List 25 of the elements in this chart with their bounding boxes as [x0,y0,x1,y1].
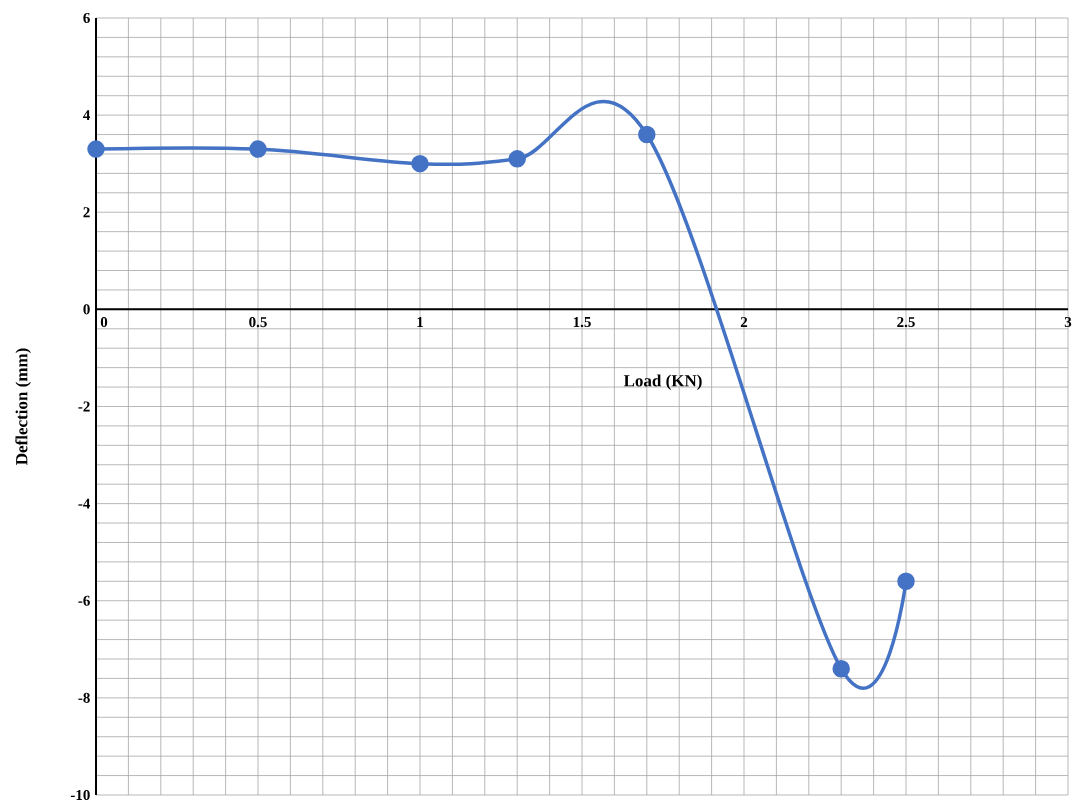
y-tick-label: -2 [78,401,90,412]
x-axis-title: Load (KN) [623,374,702,390]
y-tick-label: -4 [78,498,91,509]
y-tick-label: 6 [83,12,90,24]
x-tick-label: 2.5 [897,317,915,328]
point [508,150,526,168]
x-tick-label: 1 [417,317,423,327]
y-axis-title: Deflection (mm) [15,348,31,465]
y-tick-label: -6 [78,595,90,606]
x-tick-label: 1.5 [573,317,591,328]
point [832,659,850,678]
y-tick-label: -8 [78,692,90,703]
x-tick-label: 3 [1064,317,1072,328]
point [897,572,915,591]
x-tick-label: 2 [740,317,748,327]
point [638,125,656,144]
y-tick-label: 2 [83,207,90,218]
y-tick-label: 0 [83,304,90,315]
y-tick-label: -10 [70,789,90,801]
point [249,140,267,158]
y-tick-label: 4 [83,110,91,121]
point [411,154,429,173]
x-tick-label: 0.5 [249,317,267,328]
x-tick-label: 0 [100,317,108,328]
point [87,140,105,158]
